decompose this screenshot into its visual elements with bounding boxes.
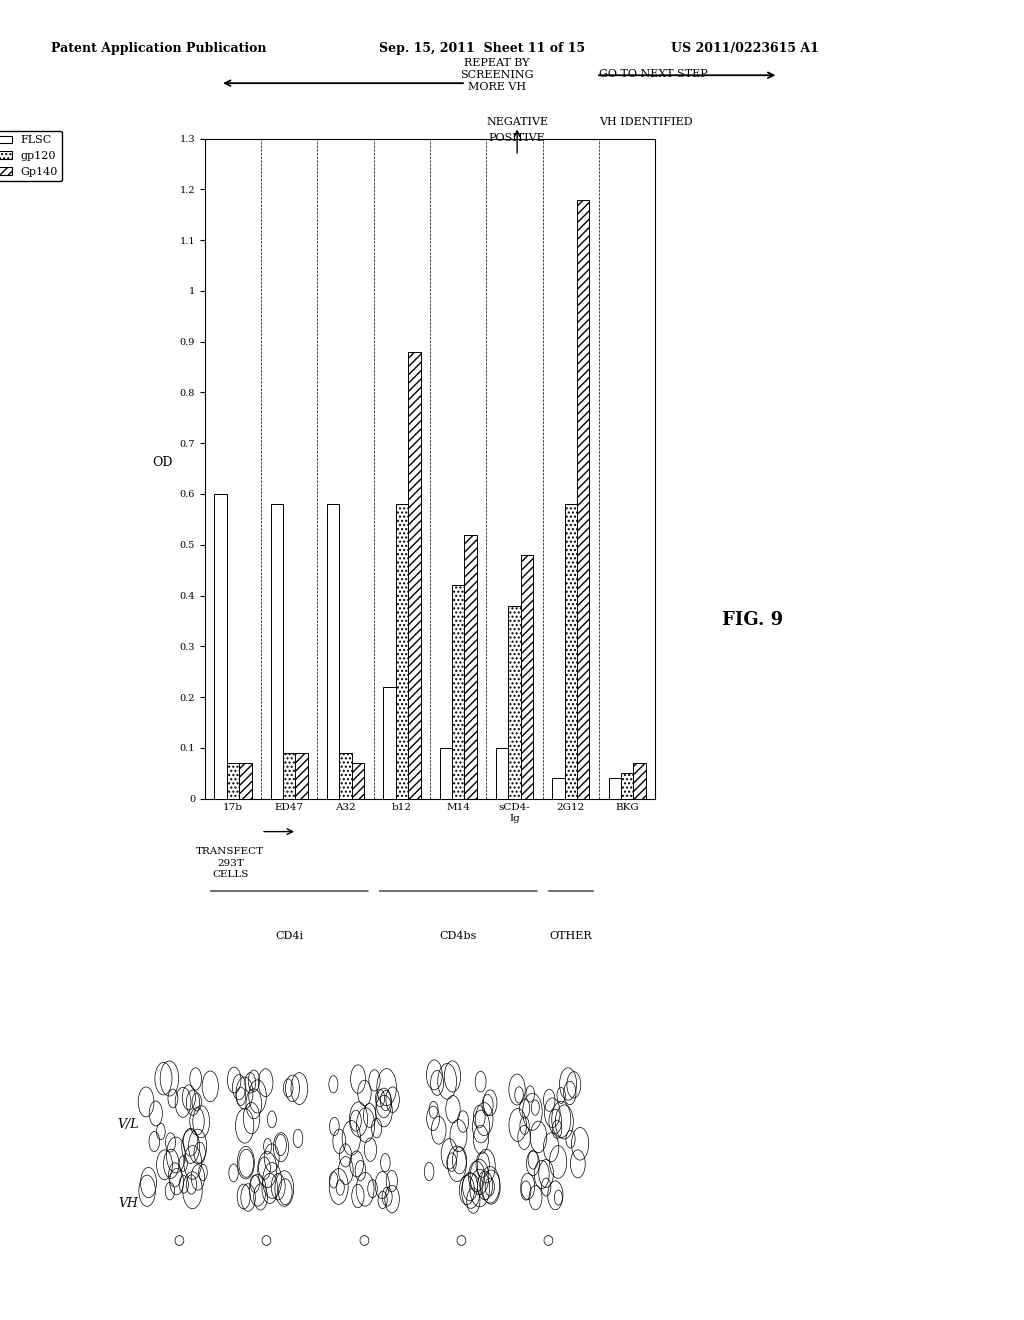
Bar [352,763,365,799]
Text: GO TO NEXT STEP: GO TO NEXT STEP [599,69,708,79]
Bar [395,504,409,799]
Text: V/L: V/L [118,1118,138,1131]
Text: ○: ○ [543,1234,553,1247]
Text: ○: ○ [358,1234,369,1247]
Bar [634,763,646,799]
Legend: FLSC, gp120, Gp140: FLSC, gp120, Gp140 [0,131,62,181]
Bar [339,752,352,799]
Bar [508,606,521,799]
Text: ○: ○ [261,1234,271,1247]
Text: ○: ○ [174,1234,184,1247]
Bar [270,504,283,799]
Bar [564,504,578,799]
Text: CD4bs: CD4bs [439,931,477,941]
Bar [496,748,508,799]
Text: Patent Application Publication: Patent Application Publication [51,42,266,55]
Bar [578,199,590,799]
Bar [465,535,477,799]
Bar [226,763,240,799]
Bar [521,554,534,799]
Bar [452,585,465,799]
Y-axis label: OD: OD [153,455,173,469]
Bar [327,504,339,799]
Text: ○: ○ [456,1234,466,1247]
Bar [621,774,634,799]
Bar [283,752,296,799]
Text: Sep. 15, 2011  Sheet 11 of 15: Sep. 15, 2011 Sheet 11 of 15 [379,42,585,55]
Bar [552,779,564,799]
Bar [240,763,252,799]
Bar [439,748,452,799]
Text: OTHER: OTHER [550,931,592,941]
Bar [409,352,421,799]
Text: CD4i: CD4i [275,931,303,941]
Text: FIG. 9: FIG. 9 [722,611,783,630]
Bar [383,686,395,799]
Bar [214,494,226,799]
Text: POSITIVE: POSITIVE [488,132,546,143]
Text: REPEAT BY
SCREENING
MORE VH: REPEAT BY SCREENING MORE VH [460,58,534,92]
Bar [296,752,308,799]
Text: US 2011/0223615 A1: US 2011/0223615 A1 [671,42,818,55]
Text: TRANSFECT
293T
CELLS: TRANSFECT 293T CELLS [197,847,264,879]
Text: VH IDENTIFIED: VH IDENTIFIED [599,116,692,127]
Text: NEGATIVE: NEGATIVE [486,116,548,127]
Bar [608,779,621,799]
Text: VH: VH [118,1197,138,1210]
